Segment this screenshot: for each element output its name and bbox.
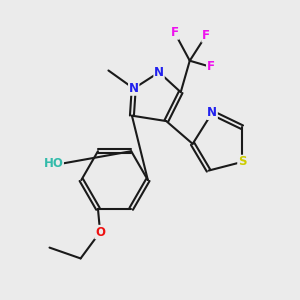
Text: O: O: [95, 226, 105, 238]
Text: N: N: [154, 66, 164, 79]
Text: F: F: [202, 29, 210, 42]
Text: N: N: [207, 106, 217, 119]
Text: N: N: [129, 82, 139, 95]
Text: HO: HO: [44, 157, 63, 170]
Text: S: S: [238, 155, 246, 168]
Text: F: F: [171, 26, 178, 39]
Text: F: F: [207, 60, 215, 74]
